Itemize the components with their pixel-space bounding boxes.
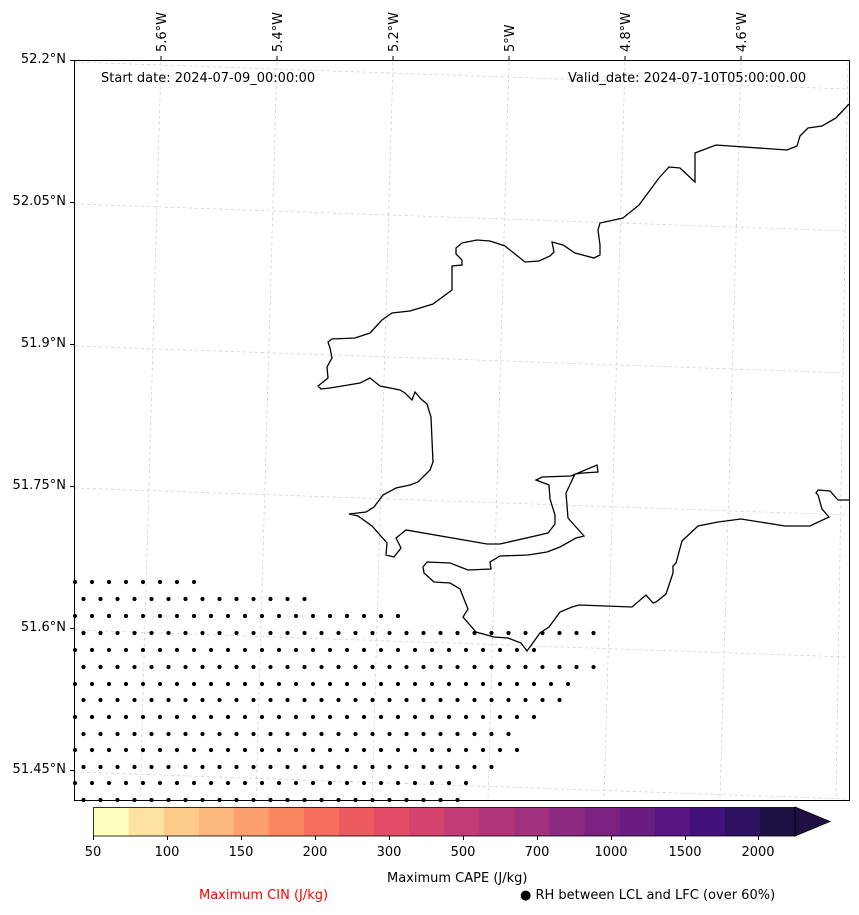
colorbar-cell: [268, 807, 305, 836]
colorbar-cell: [198, 807, 235, 836]
colorbar-cell: [374, 807, 410, 836]
colorbar-cell: [339, 807, 375, 836]
colorbar-tick-label: 200: [302, 845, 328, 860]
colorbar-tick-label: 150: [228, 845, 254, 860]
colorbar-cell: [163, 807, 200, 836]
valid-date-text: Valid_date: 2024-07-10T05:00:00.00: [568, 71, 807, 86]
colorbar-cell: [444, 807, 480, 836]
colorbar-cell: [409, 807, 445, 836]
lat-label-52-05: 52.05°N: [12, 194, 66, 209]
colorbar-title: Maximum CAPE (J/kg): [387, 871, 528, 886]
colorbar-cell: [654, 807, 691, 836]
colorbar-cell: [549, 807, 586, 836]
colorbar-tick-label: 700: [524, 845, 550, 860]
colorbar-tick-label: 500: [450, 845, 476, 860]
colorbar-cell: [303, 807, 340, 836]
colorbar-cells: [93, 807, 796, 836]
colorbar-outline: [93, 807, 796, 837]
colorbar-cell: [724, 807, 761, 836]
map-border: [74, 60, 850, 801]
colorbar-tick-label: 1500: [668, 845, 702, 860]
rh-stipple-dots: [72, 579, 596, 803]
colorbar-cell: [479, 807, 515, 836]
lat-label-51-6: 51.6°N: [20, 620, 66, 635]
colorbar-cell: [233, 807, 270, 836]
colorbar-extend-arrow: [794, 806, 832, 837]
colorbar-tick-label: 50: [84, 845, 102, 860]
colorbar-cell: [584, 807, 621, 836]
colorbar-cell: [759, 807, 796, 836]
lat-label-52-2: 52.2°N: [20, 52, 66, 67]
colorbar-tick-label: 300: [376, 845, 402, 860]
colorbar-cell: [128, 807, 165, 836]
lat-label-51-45: 51.45°N: [12, 762, 66, 777]
start-date-text: Start date: 2024-07-09_00:00:00: [101, 71, 316, 86]
lat-label-51-75: 51.75°N: [12, 478, 66, 493]
colorbar-cell: [689, 807, 726, 836]
colorbar-tick-label: 1000: [594, 845, 628, 860]
colorbar-cell: [514, 807, 550, 836]
colorbar-cell: [93, 807, 130, 836]
colorbar-cell: [619, 807, 656, 836]
coastline: [317, 103, 850, 653]
rh-legend-label: ● RH between LCL and LFC (over 60%): [520, 888, 776, 903]
colorbar-tick-label: 100: [154, 845, 180, 860]
colorbar-tick-label: 2000: [741, 845, 775, 860]
cin-legend-label: Maximum CIN (J/kg): [199, 888, 329, 903]
lat-label-51-9: 51.9°N: [20, 336, 66, 351]
